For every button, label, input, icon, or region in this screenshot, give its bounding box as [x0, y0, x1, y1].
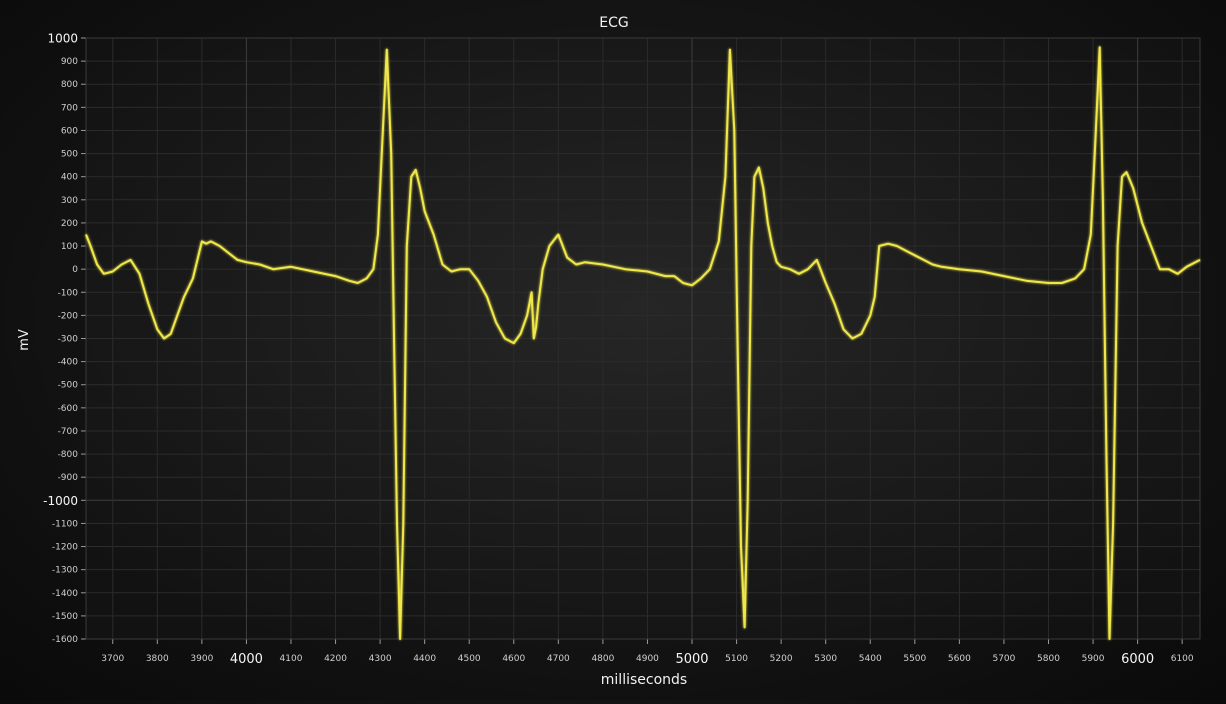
y-tick-label: -900 [58, 473, 79, 483]
y-tick-label: 1000 [47, 32, 78, 46]
y-tick-label: -1500 [52, 612, 78, 622]
y-tick-label: -1100 [52, 519, 78, 529]
x-tick-label: 5600 [948, 654, 971, 664]
x-tick-label: 6000 [1121, 652, 1154, 667]
x-tick-label: 5500 [903, 654, 926, 664]
x-tick-label: 4300 [369, 654, 392, 664]
y-tick-label: -1300 [52, 566, 78, 576]
y-tick-label: 100 [61, 242, 78, 252]
labels: ECG milliseconds mV [17, 15, 687, 688]
y-tick-label: 700 [61, 103, 78, 113]
axes: 9008007006005004003002001000-100-200-300… [43, 32, 1201, 667]
x-tick-label: 6100 [1171, 654, 1194, 664]
y-tick-label: 800 [61, 80, 78, 90]
y-tick-label: 400 [61, 173, 78, 183]
x-tick-label: 4900 [636, 654, 659, 664]
y-tick-label: -1400 [52, 589, 78, 599]
x-tick-label: 5700 [992, 654, 1015, 664]
chart-title: ECG [599, 15, 628, 31]
y-tick-label: -1600 [52, 635, 78, 645]
y-tick-label: 600 [61, 126, 78, 136]
x-tick-label: 3800 [146, 654, 169, 664]
y-tick-label: -600 [58, 404, 79, 414]
series-layer [85, 46, 1201, 640]
x-tick-label: 5200 [770, 654, 793, 664]
y-tick-label: -400 [58, 358, 79, 368]
x-tick-label: 5100 [725, 654, 748, 664]
x-tick-label: 4600 [502, 654, 525, 664]
grid [86, 37, 1200, 640]
x-tick-label: 4400 [413, 654, 436, 664]
y-tick-label: -700 [58, 427, 79, 437]
y-tick-label: -300 [58, 335, 79, 345]
x-tick-label: 4800 [591, 654, 614, 664]
y-tick-label: -100 [58, 288, 79, 298]
x-tick-label: 5900 [1082, 654, 1105, 664]
x-tick-label: 3700 [101, 654, 124, 664]
y-tick-label: -1200 [52, 543, 78, 553]
plot-border [85, 37, 1201, 640]
x-tick-label: 4500 [458, 654, 481, 664]
y-tick-label: 500 [61, 150, 78, 160]
y-tick-label: -1000 [43, 494, 78, 508]
y-tick-label: -800 [58, 450, 79, 460]
x-tick-label: 5400 [859, 654, 882, 664]
y-tick-label: 200 [61, 219, 78, 229]
y-tick-label: -500 [58, 381, 79, 391]
y-tick-label: -200 [58, 311, 79, 321]
x-axis-label: milliseconds [601, 672, 687, 688]
x-tick-label: 4700 [547, 654, 570, 664]
x-tick-label: 5000 [675, 652, 708, 667]
ecg-series-line [85, 46, 1201, 640]
x-tick-label: 3900 [190, 654, 213, 664]
x-tick-label: 4200 [324, 654, 347, 664]
x-tick-label: 4100 [280, 654, 303, 664]
y-tick-label: 0 [72, 265, 78, 275]
x-tick-label: 4000 [230, 652, 263, 667]
x-tick-label: 5300 [814, 654, 837, 664]
x-tick-label: 5800 [1037, 654, 1060, 664]
y-axis-label: mV [17, 329, 32, 351]
y-tick-label: 300 [61, 196, 78, 206]
y-tick-label: 900 [61, 57, 78, 67]
